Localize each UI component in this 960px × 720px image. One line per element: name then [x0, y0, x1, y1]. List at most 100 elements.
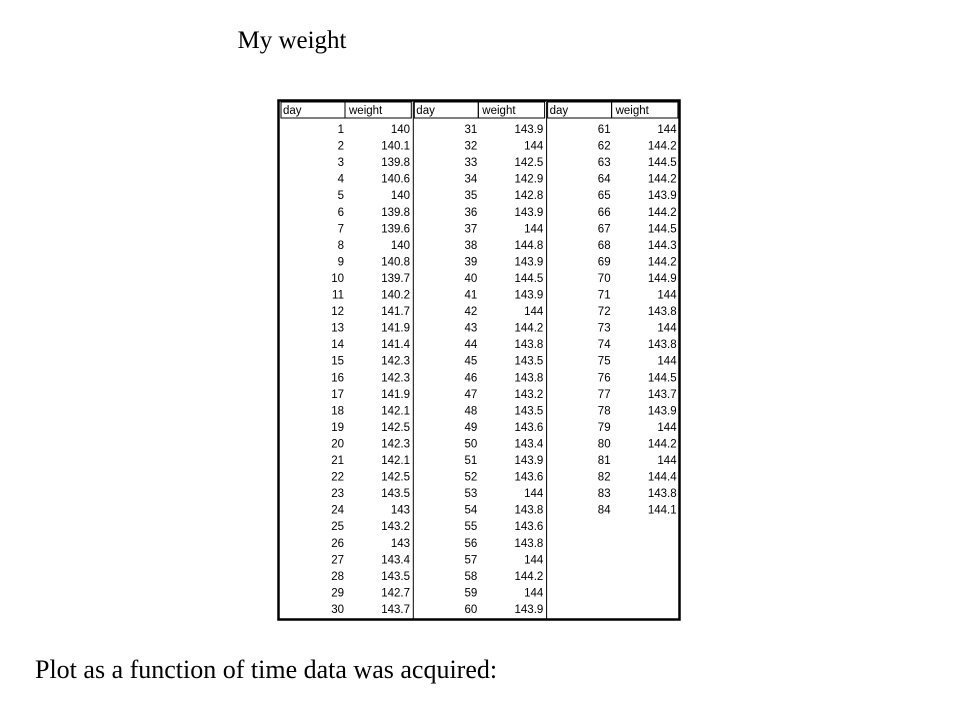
header-cell [611, 101, 679, 119]
day-cell: 81 [598, 455, 611, 467]
day-cell: 24 [331, 505, 344, 517]
weight-cell: 144 [657, 455, 677, 467]
day-cell: 16 [331, 372, 344, 384]
day-cell: 44 [465, 339, 478, 351]
weight-cell: 140 [391, 240, 410, 252]
weight-cell: 143.7 [381, 604, 410, 616]
weight-cell: 144 [524, 587, 544, 599]
day-cell: 12 [331, 306, 344, 318]
weight-cell: 143.5 [515, 405, 544, 417]
day-cell: 30 [331, 604, 344, 616]
weight-cell: 143.2 [515, 389, 544, 401]
weight-cell: 144 [657, 124, 677, 136]
weight-cell: 142.1 [381, 455, 410, 467]
weight-cell: 143.9 [515, 207, 544, 219]
day-cell: 57 [465, 554, 478, 566]
day-cell: 67 [598, 223, 611, 235]
weight-cell: 143.8 [515, 339, 544, 351]
weight-cell: 143.9 [648, 190, 677, 202]
header-label: weight [348, 105, 383, 117]
day-cell: 8 [338, 240, 344, 252]
weight-cell: 144 [657, 323, 677, 335]
weight-cell: 141.7 [381, 306, 410, 318]
day-cell: 83 [598, 488, 611, 500]
day-cell: 29 [331, 587, 344, 599]
weight-cell: 142.3 [381, 372, 410, 384]
day-cell: 65 [598, 190, 611, 202]
day-cell: 18 [331, 405, 344, 417]
weight-cell: 143 [391, 538, 410, 550]
weight-cell: 144.2 [648, 141, 677, 153]
weight-cell: 144.5 [648, 157, 677, 169]
weight-cell: 143.4 [515, 438, 544, 450]
day-cell: 68 [598, 240, 611, 252]
weight-cell: 144.2 [648, 207, 677, 219]
day-cell: 47 [465, 389, 478, 401]
weight-cell: 143.6 [515, 472, 544, 484]
day-cell: 21 [331, 455, 344, 467]
weight-cell: 139.6 [381, 223, 410, 235]
weight-cell: 144.2 [648, 256, 677, 268]
weight-cell: 144.5 [515, 273, 544, 285]
day-cell: 66 [598, 207, 611, 219]
weight-cell: 142.7 [381, 587, 410, 599]
weight-cell: 144.8 [515, 240, 544, 252]
day-cell: 46 [465, 372, 478, 384]
day-cell: 35 [465, 190, 478, 202]
day-cell: 23 [331, 488, 344, 500]
weight-cell: 143.9 [515, 290, 544, 302]
day-cell: 49 [465, 422, 478, 434]
day-cell: 17 [331, 389, 344, 401]
weight-cell: 141.9 [381, 323, 410, 335]
weight-cell: 139.8 [381, 207, 410, 219]
day-cell: 53 [465, 488, 478, 500]
day-cell: 5 [338, 190, 344, 202]
weight-cell: 144.5 [648, 223, 677, 235]
header-label: day [283, 105, 302, 117]
day-cell: 13 [331, 323, 344, 335]
weight-cell: 143.5 [515, 356, 544, 368]
weight-cell: 142.5 [381, 472, 410, 484]
weight-cell: 141.4 [381, 339, 410, 351]
day-cell: 10 [331, 273, 344, 285]
weight-cell: 143.9 [515, 604, 544, 616]
weight-cell: 143.8 [648, 488, 677, 500]
day-cell: 32 [465, 141, 478, 153]
day-cell: 37 [465, 223, 478, 235]
weight-cell: 142.1 [381, 405, 410, 417]
weight-cell: 143 [391, 505, 410, 517]
day-cell: 27 [331, 554, 344, 566]
day-cell: 28 [331, 571, 344, 583]
day-cell: 20 [331, 438, 344, 450]
weight-cell: 144 [524, 141, 544, 153]
day-cell: 70 [598, 273, 611, 285]
header-cell [344, 101, 412, 119]
day-cell: 52 [465, 472, 478, 484]
weight-cell: 143.2 [381, 521, 410, 533]
weight-cell: 142.9 [515, 174, 544, 186]
day-cell: 2 [338, 141, 344, 153]
day-cell: 79 [598, 422, 611, 434]
day-cell: 22 [331, 472, 344, 484]
weight-cell: 142.8 [515, 190, 544, 202]
weight-cell: 143.5 [381, 488, 410, 500]
day-cell: 41 [465, 290, 478, 302]
day-cell: 77 [598, 389, 611, 401]
day-cell: 69 [598, 256, 611, 268]
weight-cell: 143.8 [648, 306, 677, 318]
weight-cell: 142.3 [381, 438, 410, 450]
day-cell: 11 [332, 290, 344, 302]
day-cell: 75 [598, 356, 611, 368]
weight-cell: 143.4 [381, 554, 410, 566]
day-cell: 19 [331, 422, 344, 434]
table-border [277, 99, 681, 621]
header-label: weight [615, 105, 650, 117]
day-cell: 25 [331, 521, 344, 533]
day-cell: 34 [465, 174, 478, 186]
day-cell: 61 [598, 124, 611, 136]
weight-cell: 144.2 [515, 571, 544, 583]
day-cell: 78 [598, 405, 611, 417]
day-cell: 40 [465, 273, 478, 285]
header-label: day [550, 105, 569, 117]
day-cell: 50 [465, 438, 478, 450]
